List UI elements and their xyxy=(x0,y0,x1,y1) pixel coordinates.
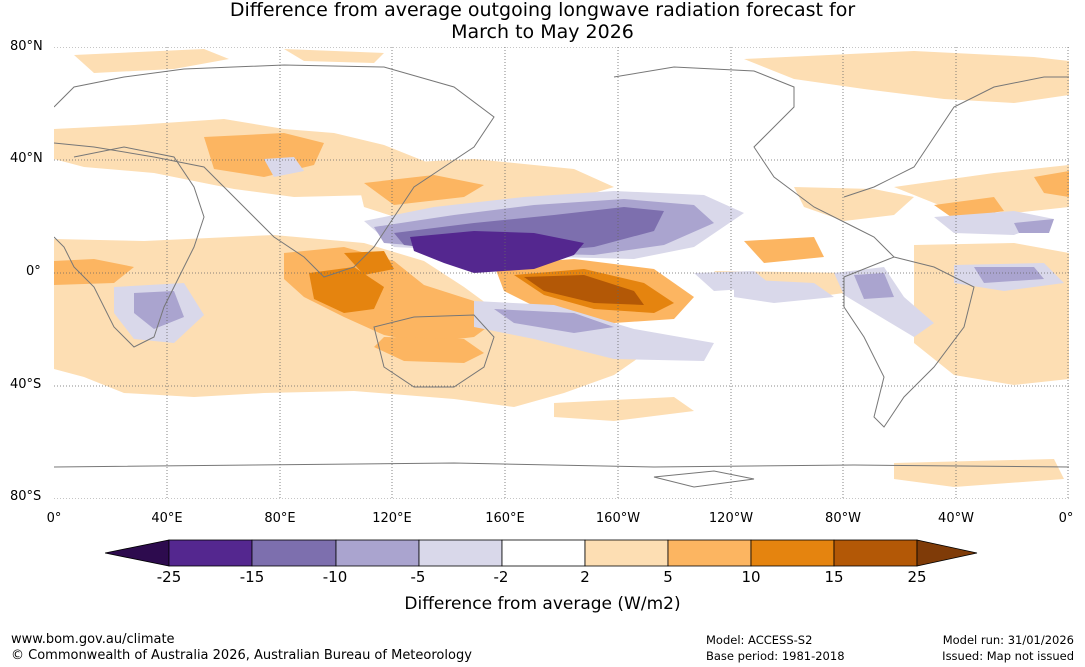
cb-tick-neg5: -5 xyxy=(410,568,426,586)
cb-bin-4 xyxy=(418,539,503,567)
colorbar-label: Difference from average (W/m2) xyxy=(404,594,681,614)
gridlines xyxy=(54,47,1069,499)
cb-bin-8 xyxy=(750,539,835,567)
cb-bin-1 xyxy=(168,539,253,567)
cb-tick-10: 10 xyxy=(741,568,761,586)
cb-bin-7 xyxy=(667,539,752,567)
cb-tick-neg10: -10 xyxy=(322,568,348,586)
lon-label-80e: 80°E xyxy=(264,511,296,526)
map-title-line2: March to May 2026 xyxy=(451,21,634,43)
footer-url[interactable]: www.bom.gov.au/climate xyxy=(11,632,175,647)
lat-label-80s: 80°S xyxy=(10,489,42,504)
lat-label-40n: 40°N xyxy=(10,151,43,166)
lon-label-80w: 80°W xyxy=(825,511,861,526)
cb-tick-neg2: -2 xyxy=(493,568,509,586)
coastlines xyxy=(54,64,1069,488)
cb-bin-5 xyxy=(501,539,586,567)
lon-label-120w: 120°W xyxy=(708,511,754,526)
map-title-line1: Difference from average outgoing longwav… xyxy=(229,0,856,21)
lon-label-160e: 160°E xyxy=(485,511,525,526)
footer-model: Model: ACCESS-S2 xyxy=(706,633,813,647)
lat-label-equator: 0° xyxy=(26,264,41,279)
cb-bin-9 xyxy=(833,539,918,567)
cb-tick-neg25: -25 xyxy=(156,568,182,586)
lon-label-40e: 40°E xyxy=(151,511,183,526)
cb-tick-15: 15 xyxy=(824,568,844,586)
cb-tick-neg15: -15 xyxy=(239,568,265,586)
footer-copyright: © Commonwealth of Australia 2026, Austra… xyxy=(11,648,472,663)
lon-label-0-right: 0° xyxy=(1058,511,1074,526)
cb-arrow-low xyxy=(105,539,170,567)
cb-bin-2 xyxy=(251,539,337,567)
footer-issued: Issued: Map not issued xyxy=(942,649,1074,663)
cb-tick-5: 5 xyxy=(663,568,673,586)
cb-tick-2: 2 xyxy=(580,568,590,586)
cb-bin-3 xyxy=(335,539,420,567)
cb-bin-6 xyxy=(584,539,669,567)
footer-model-run: Model run: 31/01/2026 xyxy=(942,633,1074,647)
colorbar xyxy=(105,539,978,567)
olr-anomaly-map xyxy=(54,47,1069,499)
cb-tick-25: 25 xyxy=(907,568,927,586)
footer-base-period: Base period: 1981-2018 xyxy=(706,649,845,663)
lon-label-40w: 40°W xyxy=(938,511,974,526)
cb-arrow-high xyxy=(916,539,978,567)
lon-label-0: 0° xyxy=(46,511,62,526)
lat-label-40s: 40°S xyxy=(10,377,42,392)
lat-label-80n: 80°N xyxy=(10,39,43,54)
lon-label-160w: 160°W xyxy=(595,511,641,526)
lon-label-120e: 120°E xyxy=(372,511,412,526)
